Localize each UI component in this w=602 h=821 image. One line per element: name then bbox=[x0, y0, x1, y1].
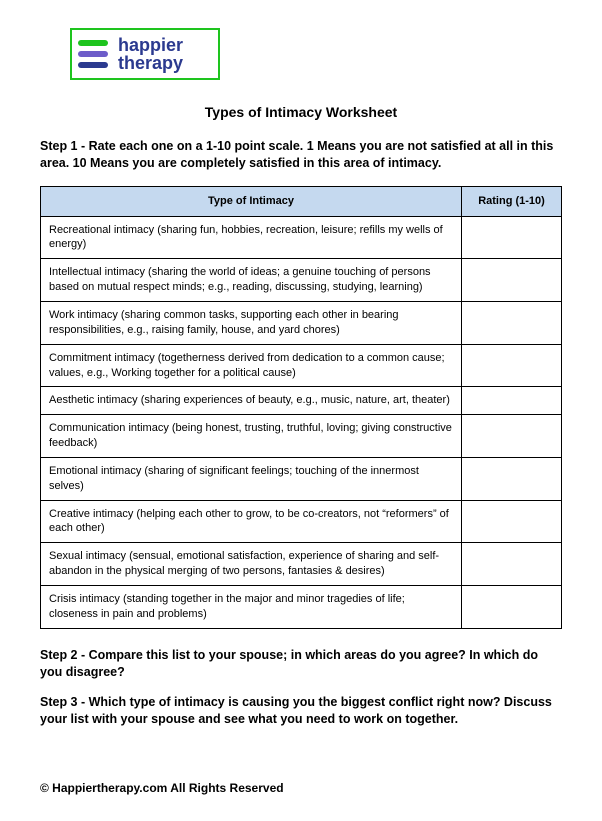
type-cell: Communication intimacy (being honest, tr… bbox=[41, 415, 462, 458]
rating-input-cell[interactable] bbox=[462, 415, 562, 458]
type-cell: Intellectual intimacy (sharing the world… bbox=[41, 259, 462, 302]
type-cell: Emotional intimacy (sharing of significa… bbox=[41, 457, 462, 500]
rating-input-cell[interactable] bbox=[462, 344, 562, 387]
table-row: Intellectual intimacy (sharing the world… bbox=[41, 259, 562, 302]
step-1: Step 1 - Rate each one on a 1-10 point s… bbox=[40, 138, 562, 172]
intimacy-table: Type of Intimacy Rating (1-10) Recreatio… bbox=[40, 186, 562, 629]
table-row: Recreational intimacy (sharing fun, hobb… bbox=[41, 216, 562, 259]
step-1-label: Step 1 bbox=[40, 139, 78, 153]
table-row: Communication intimacy (being honest, tr… bbox=[41, 415, 562, 458]
rating-input-cell[interactable] bbox=[462, 543, 562, 586]
type-cell: Aesthetic intimacy (sharing experiences … bbox=[41, 387, 462, 415]
rating-input-cell[interactable] bbox=[462, 216, 562, 259]
footer-copyright: © Happiertherapy.com All Rights Reserved bbox=[40, 781, 284, 795]
table-row: Work intimacy (sharing common tasks, sup… bbox=[41, 301, 562, 344]
step-2-label: Step 2 bbox=[40, 648, 78, 662]
table-row: Sexual intimacy (sensual, emotional sati… bbox=[41, 543, 562, 586]
step-3: Step 3 - Which type of intimacy is causi… bbox=[40, 694, 562, 728]
rating-input-cell[interactable] bbox=[462, 259, 562, 302]
type-cell: Recreational intimacy (sharing fun, hobb… bbox=[41, 216, 462, 259]
rating-input-cell[interactable] bbox=[462, 301, 562, 344]
table-row: Aesthetic intimacy (sharing experiences … bbox=[41, 387, 562, 415]
brand-logo: happier therapy bbox=[70, 28, 220, 80]
type-cell: Sexual intimacy (sensual, emotional sati… bbox=[41, 543, 462, 586]
logo-mark-icon bbox=[78, 35, 112, 73]
rating-input-cell[interactable] bbox=[462, 457, 562, 500]
header-type: Type of Intimacy bbox=[41, 186, 462, 216]
rating-input-cell[interactable] bbox=[462, 585, 562, 628]
logo-line2: therapy bbox=[118, 54, 183, 72]
step-2-text: - Compare this list to your spouse; in w… bbox=[40, 648, 538, 679]
step-3-text: - Which type of intimacy is causing you … bbox=[40, 695, 552, 726]
table-header-row: Type of Intimacy Rating (1-10) bbox=[41, 186, 562, 216]
table-row: Creative intimacy (helping each other to… bbox=[41, 500, 562, 543]
type-cell: Creative intimacy (helping each other to… bbox=[41, 500, 462, 543]
step-3-label: Step 3 bbox=[40, 695, 78, 709]
table-row: Commitment intimacy (togetherness derive… bbox=[41, 344, 562, 387]
rating-input-cell[interactable] bbox=[462, 387, 562, 415]
step-1-text: - Rate each one on a 1-10 point scale. 1… bbox=[40, 139, 553, 170]
page-title: Types of Intimacy Worksheet bbox=[40, 104, 562, 120]
type-cell: Crisis intimacy (standing together in th… bbox=[41, 585, 462, 628]
rating-input-cell[interactable] bbox=[462, 500, 562, 543]
logo-text: happier therapy bbox=[118, 36, 183, 72]
step-2: Step 2 - Compare this list to your spous… bbox=[40, 647, 562, 681]
logo-line1: happier bbox=[118, 36, 183, 54]
table-row: Crisis intimacy (standing together in th… bbox=[41, 585, 562, 628]
header-rating: Rating (1-10) bbox=[462, 186, 562, 216]
type-cell: Commitment intimacy (togetherness derive… bbox=[41, 344, 462, 387]
table-row: Emotional intimacy (sharing of significa… bbox=[41, 457, 562, 500]
type-cell: Work intimacy (sharing common tasks, sup… bbox=[41, 301, 462, 344]
